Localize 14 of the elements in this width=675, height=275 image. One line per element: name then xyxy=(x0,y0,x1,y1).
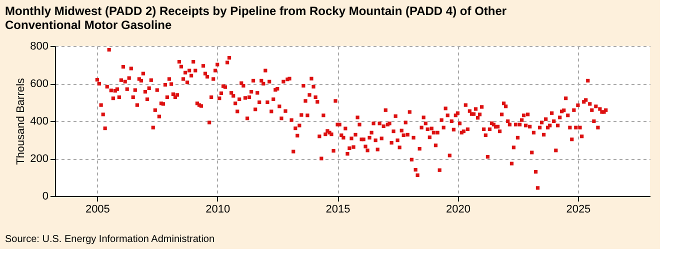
y-tick-label: 600 xyxy=(30,78,48,90)
x-tick-label: 2020 xyxy=(446,204,470,216)
source-note: Source: U.S. Energy Information Administration xyxy=(5,234,215,245)
y-tick-label: 0 xyxy=(42,190,48,202)
x-tick-label: 2025 xyxy=(566,204,591,216)
x-tick-label: 2010 xyxy=(206,204,230,216)
x-tick-label: 2015 xyxy=(326,204,350,216)
text: Conventional Motor Gasoline xyxy=(5,18,172,32)
y-tick-label: 400 xyxy=(30,116,48,128)
y-tick-label: 200 xyxy=(30,153,48,165)
y-axis-title: Thousand Barrels xyxy=(15,78,28,165)
y-tick-label: 800 xyxy=(30,40,48,52)
text: Monthly Midwest (PADD 2) Receipts by Pipeline from Rocky Mountain (PADD 4) of Other xyxy=(5,4,507,18)
x-tick-label: 2005 xyxy=(85,204,110,216)
